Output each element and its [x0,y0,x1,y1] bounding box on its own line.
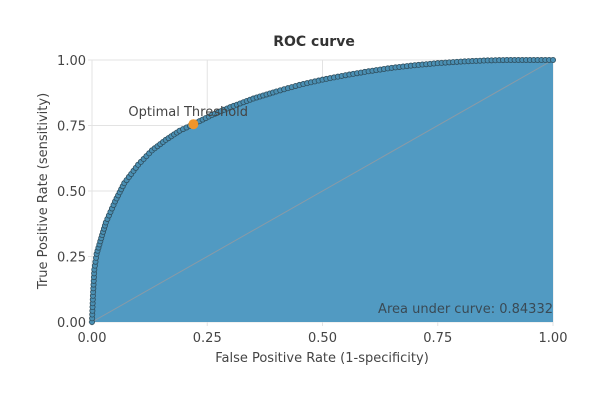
y-tick-label: 0.50 [57,185,86,200]
chart-title: ROC curve [273,34,355,50]
x-tick-label: 1.00 [539,331,568,346]
diagonal-line [91,59,554,323]
y-axis-label: True Positive Rate (sensitivity) [36,93,51,290]
x-axis-label: False Positive Rate (1-specificity) [215,351,429,366]
y-tick-label: 1.00 [57,54,86,69]
auc-annotation: Area under curve: 0.84332 [378,302,553,317]
y-tick-label: 0.75 [57,120,86,135]
y-tick-label: 0.25 [57,251,86,266]
y-tick-label: 0.00 [57,316,86,331]
x-tick-label: 0.00 [78,331,107,346]
optimal-threshold-point [188,119,199,130]
optimal-threshold-label: Optimal Threshold [128,105,248,120]
roc-markers [89,57,557,325]
roc-point [550,57,557,64]
x-tick-label: 0.50 [308,331,337,346]
x-tick-label: 0.75 [423,331,452,346]
axis-ticks: 0.00 0.25 0.50 0.75 1.00 0.00 0.25 0.50 0.75 1.00 [57,54,567,346]
x-tick-label: 0.25 [193,331,222,346]
